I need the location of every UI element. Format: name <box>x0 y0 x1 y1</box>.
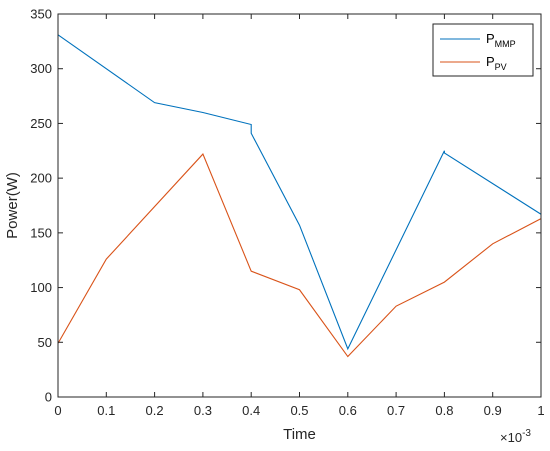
legend-box <box>432 23 534 77</box>
x-tick-label: 0.2 <box>146 403 164 418</box>
y-axis-label: Power(W) <box>4 172 21 239</box>
y-tick-label: 50 <box>38 335 52 350</box>
series-line-mmp <box>57 34 542 351</box>
x-tick-label: 0.3 <box>194 403 212 418</box>
legend-label-mmp-sub: MMP <box>495 39 516 49</box>
plot-frame <box>57 13 542 398</box>
x-axis-exponent-base: ×10 <box>500 430 522 445</box>
series-layer <box>57 34 542 358</box>
legend-label-pv-sub: PV <box>495 62 507 72</box>
y-tick-label: 250 <box>30 116 52 131</box>
y-tick-label: 150 <box>30 225 52 240</box>
x-ticks: 0 0.1 0.2 0.3 0.4 0.5 0.6 0.7 0.8 0.9 1 <box>54 14 545 418</box>
y-tick-label: 200 <box>30 171 52 186</box>
x-tick-label: 1 <box>537 403 544 418</box>
x-axis-exponent: ×10-3 <box>500 428 531 445</box>
y-tick-label: 100 <box>30 280 52 295</box>
x-tick-label: 0.9 <box>484 403 502 418</box>
x-axis-label: Time <box>283 426 316 443</box>
y-ticks: 0 50 100 150 200 250 300 350 <box>30 7 541 405</box>
x-tick-label: 0.4 <box>242 403 260 418</box>
legend-label-mmp: PMMP <box>486 31 516 49</box>
y-tick-label: 0 <box>45 390 52 405</box>
x-tick-label: 0.7 <box>387 403 405 418</box>
y-tick-label: 350 <box>30 7 52 22</box>
plot-background <box>58 14 541 397</box>
legend-label-pv: PPV <box>486 54 507 72</box>
y-tick-label: 300 <box>30 61 52 76</box>
x-tick-label: 0 <box>54 403 61 418</box>
series-line-pv <box>57 153 542 358</box>
legend: PMMP PPV <box>432 23 534 77</box>
legend-label-pv-base: P <box>486 54 495 69</box>
x-tick-label: 0.8 <box>435 403 453 418</box>
x-axis-exponent-power: -3 <box>522 428 531 439</box>
x-tick-label: 0.1 <box>97 403 115 418</box>
x-tick-label: 0.5 <box>290 403 308 418</box>
x-tick-label: 0.6 <box>339 403 357 418</box>
legend-label-mmp-base: P <box>486 31 495 46</box>
